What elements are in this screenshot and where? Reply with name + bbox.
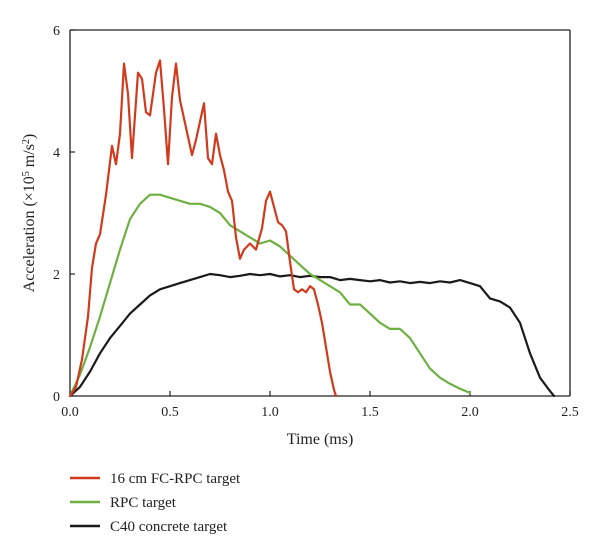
y-ticks: 0 2 4 6: [53, 24, 75, 405]
x-tick-label: 0.0: [61, 405, 79, 420]
x-tick-label: 1.0: [261, 405, 279, 420]
x-ticks: 0.0 0.5 1.0 1.5 2.0 2.5: [61, 391, 579, 420]
legend-label-1: RPC target: [110, 495, 177, 511]
x-tick-label: 1.5: [361, 405, 379, 420]
x-tick-label: 2.5: [561, 405, 579, 420]
x-tick-label: 2.0: [461, 405, 479, 420]
series-layer: [68, 59, 556, 398]
y-tick-label: 0: [53, 390, 60, 405]
legend-label-2: C40 concrete target: [110, 519, 228, 535]
series-line-0: [68, 59, 338, 398]
x-axis-label: Time (ms): [287, 431, 354, 448]
series-line-2: [68, 272, 556, 398]
y-axis-label-exp2: 2: [21, 139, 32, 144]
series-line-1: [68, 193, 472, 398]
y-axis-label-mid: m/s: [21, 144, 38, 171]
y-axis-label-exp1: 5: [21, 171, 32, 176]
legend: 16 cm FC-RPC target RPC target C40 concret…: [70, 471, 241, 535]
y-axis-label-prefix: Acceleration (×10: [21, 176, 38, 292]
y-tick-label: 2: [53, 268, 60, 283]
y-axis-label-suffix: ): [21, 134, 38, 139]
y-tick-label: 6: [53, 24, 60, 39]
y-tick-label: 4: [53, 146, 60, 161]
plot-frame: [69, 29, 571, 397]
x-tick-label: 0.5: [161, 405, 179, 420]
y-axis-label: Acceleration (×105 m/s2): [21, 134, 39, 293]
legend-label-0: 16 cm FC-RPC target: [110, 471, 241, 487]
